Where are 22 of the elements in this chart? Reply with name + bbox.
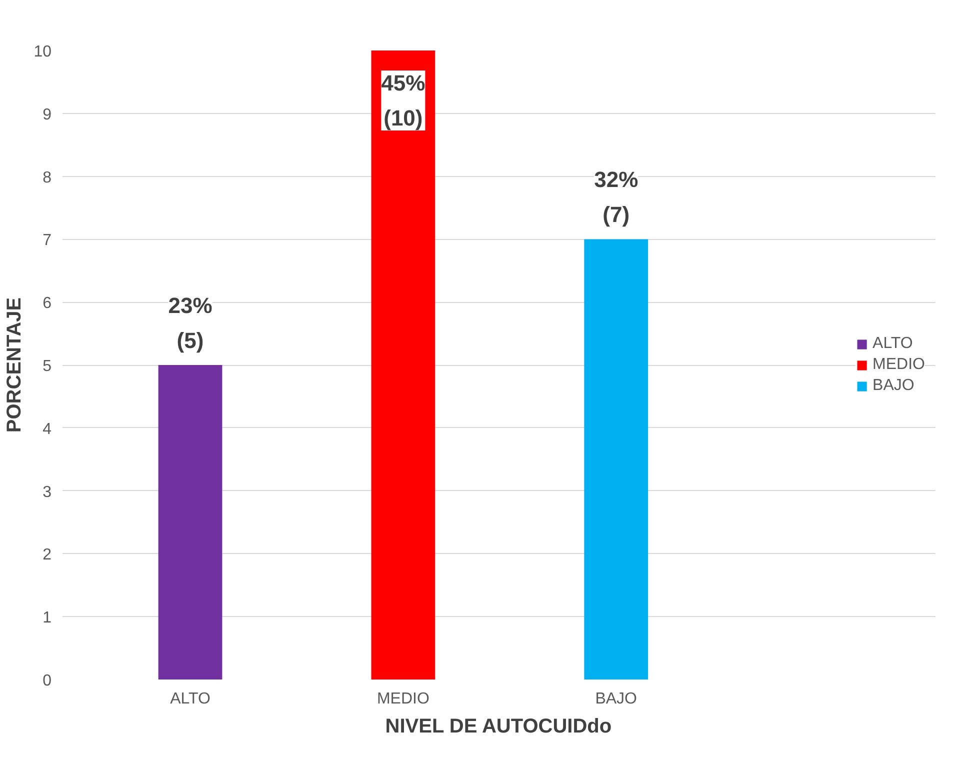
data-label: 45% (10) xyxy=(381,70,426,130)
legend-label: BAJO xyxy=(872,376,914,394)
y-tick-label: 9 xyxy=(42,106,52,124)
y-tick-label: 4 xyxy=(42,420,52,438)
data-label: 32% (7) xyxy=(594,167,638,228)
x-tick-label: BAJO xyxy=(595,690,638,708)
y-tick-label: 8 xyxy=(42,169,52,186)
y-tick-label: 3 xyxy=(42,484,52,501)
y-tick-label: 7 xyxy=(42,232,52,250)
y-tick-label: 10 xyxy=(34,44,52,60)
y-tick-label: 2 xyxy=(42,546,52,564)
legend-label: ALTO xyxy=(872,334,913,352)
x-axis-title: NIVEL DE AUTOCUIDdo xyxy=(385,716,612,738)
legend-label: MEDIO xyxy=(872,356,925,374)
y-tick-label: 5 xyxy=(42,358,52,375)
y-tick-label: 1 xyxy=(42,610,52,627)
x-tick-label: MEDIO xyxy=(376,690,430,708)
y-tick-label: 6 xyxy=(42,295,52,312)
x-tick-label: ALTO xyxy=(170,690,210,708)
data-label: 23% (5) xyxy=(168,293,212,353)
y-tick-label: 0 xyxy=(42,672,52,690)
y-axis-title: PORCENTAJE xyxy=(4,297,26,433)
